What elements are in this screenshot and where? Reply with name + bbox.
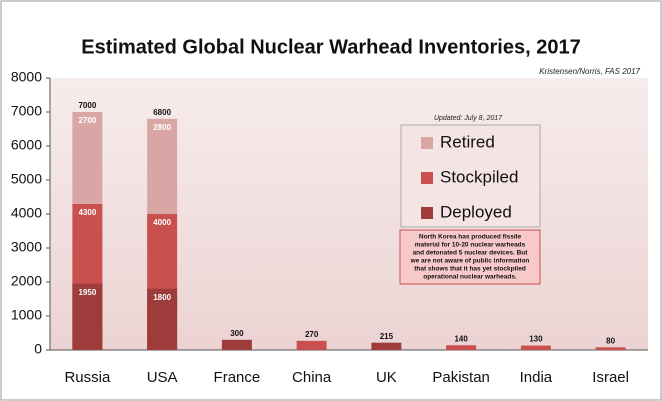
total-label: 270: [305, 330, 319, 339]
legend-label: Deployed: [440, 202, 512, 221]
legend-swatch: [421, 172, 433, 184]
bar-segment: [72, 283, 103, 350]
total-label: 6800: [153, 108, 171, 117]
y-tick-label: 5000: [11, 171, 42, 187]
chart-title: Estimated Global Nuclear Warhead Invento…: [81, 36, 580, 58]
bar-segment: [371, 342, 402, 350]
x-tick-label: Pakistan: [432, 369, 490, 386]
y-tick-label: 3000: [11, 239, 42, 255]
total-label: 130: [529, 335, 543, 344]
bar-segment: [296, 340, 327, 350]
segment-label: 2700: [78, 116, 96, 125]
legend-swatch: [421, 207, 433, 219]
y-tick-label: 0: [34, 341, 42, 357]
segment-label: 4300: [78, 208, 96, 217]
bar-segment: [221, 339, 252, 350]
total-label: 80: [606, 336, 615, 345]
segment-label: 4000: [153, 218, 171, 227]
source: Kristensen/Norris, FAS 2017: [539, 67, 640, 76]
bar-segment: [72, 112, 103, 204]
x-tick-label: USA: [147, 369, 178, 386]
x-tick-label: Israel: [592, 369, 629, 386]
x-tick-label: China: [292, 369, 332, 386]
updated: Updated: July 8, 2017: [434, 115, 503, 122]
x-tick-label: UK: [376, 369, 397, 386]
y-tick-label: 6000: [11, 137, 42, 153]
note-line: and detonated 5 nuclear devices. But: [413, 250, 529, 257]
bar-segment: [147, 288, 178, 350]
bar-segment: [520, 345, 551, 350]
y-tick-label: 7000: [11, 103, 42, 119]
total-label: 7000: [78, 101, 96, 110]
legend-label: Stockpiled: [440, 167, 518, 186]
bar-segment: [595, 347, 626, 350]
bar-segment: [147, 118, 178, 214]
note-line: material for 10-20 nuclear warheads: [415, 242, 526, 249]
x-tick-label: France: [214, 369, 261, 386]
plot-area: [50, 78, 648, 350]
segment-label: 2800: [153, 123, 171, 132]
bar-segment: [446, 345, 477, 350]
total-label: 300: [230, 329, 244, 338]
note-line: North Korea has produced fissile: [419, 234, 522, 241]
legend-swatch: [421, 137, 433, 149]
y-tick-label: 4000: [11, 205, 42, 221]
y-tick-label: 8000: [11, 69, 42, 85]
note-line: we are not aware of public information: [410, 258, 530, 265]
note-box: [399, 229, 541, 285]
total-label: 215: [380, 332, 394, 341]
segment-label: 1800: [153, 293, 171, 302]
note-line: operational nuclear warheads.: [423, 274, 517, 281]
y-tick-label: 2000: [11, 273, 42, 289]
note-line: that shows that it has yet stockpiled: [414, 266, 526, 273]
y-tick-label: 1000: [11, 307, 42, 323]
x-tick-label: Russia: [64, 369, 111, 386]
x-tick-label: India: [520, 369, 553, 386]
legend-label: Retired: [440, 132, 495, 151]
total-label: 140: [454, 334, 468, 343]
segment-label: 1950: [78, 288, 96, 297]
